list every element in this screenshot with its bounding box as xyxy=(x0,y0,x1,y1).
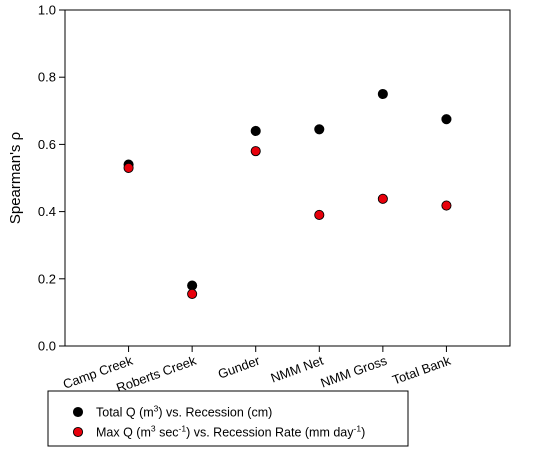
data-point-series-2 xyxy=(250,146,261,157)
legend-marker-series-1 xyxy=(72,406,84,418)
legend-label-series-1: Total Q (m3) vs. Recession (cm) xyxy=(96,404,272,420)
y-tick-label: 0.2 xyxy=(38,271,56,286)
x-tick-label: Gunder xyxy=(216,352,263,381)
y-tick-label: 0.4 xyxy=(38,204,56,219)
data-point-series-1 xyxy=(441,114,452,125)
y-tick-label: 0.8 xyxy=(38,70,56,85)
legend-marker-series-2 xyxy=(72,426,84,438)
x-tick-label: NMM Net xyxy=(269,353,326,386)
legend: Total Q (m3) vs. Recession (cm) Max Q (m3… xyxy=(47,390,409,447)
data-point-series-2 xyxy=(187,288,198,299)
y-tick-label: 1.0 xyxy=(38,3,56,18)
data-point-series-2 xyxy=(314,209,325,221)
y-axis-title: Spearman's ρ xyxy=(7,132,24,224)
data-point-series-2 xyxy=(123,162,134,173)
data-points xyxy=(123,88,452,299)
y-tick-label: 0.6 xyxy=(38,137,56,152)
data-point-series-2 xyxy=(377,193,388,204)
y-tick-label: 0.0 xyxy=(38,339,56,354)
data-point-series-2 xyxy=(441,200,452,211)
legend-label-series-2: Max Q (m3 sec-1) vs. Recession Rate (mm … xyxy=(96,424,365,440)
x-tick-label: Total Bank xyxy=(390,353,453,388)
plot-area-frame xyxy=(64,9,511,347)
data-point-series-1 xyxy=(250,125,261,137)
data-point-series-1 xyxy=(377,88,388,100)
data-point-series-1 xyxy=(314,124,325,135)
x-tick-label: NMM Gross xyxy=(319,353,390,391)
legend-box xyxy=(47,390,409,447)
y-axis-ticks: 0.0 0.2 0.4 0.6 0.8 1.0 xyxy=(38,3,65,354)
data-point-series-1 xyxy=(187,280,198,291)
